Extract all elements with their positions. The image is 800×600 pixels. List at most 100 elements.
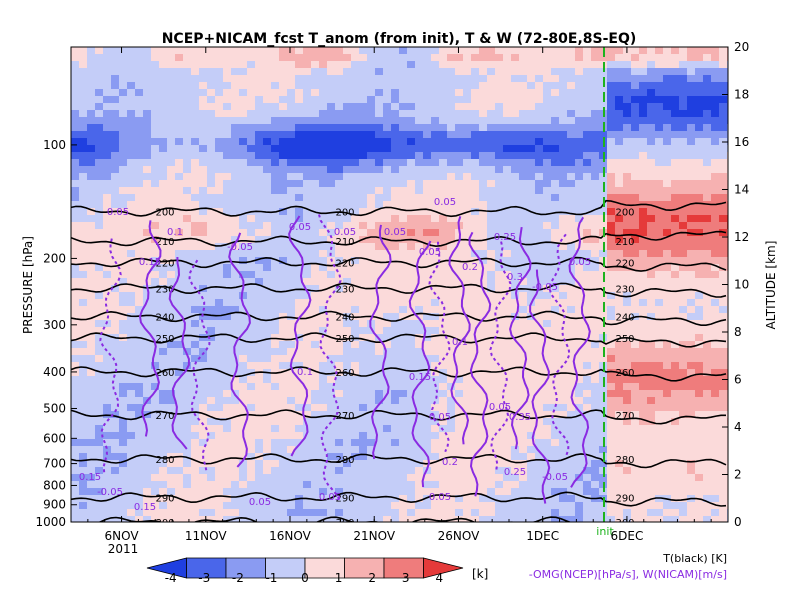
anomaly-cell	[583, 292, 592, 300]
anomaly-cell	[295, 257, 304, 265]
anomaly-cell	[119, 502, 128, 510]
anomaly-cell	[639, 404, 648, 412]
anomaly-cell	[383, 75, 392, 83]
anomaly-cell	[103, 397, 112, 405]
anomaly-cell	[79, 187, 88, 195]
anomaly-cell	[647, 383, 656, 391]
anomaly-cell	[359, 82, 368, 90]
anomaly-cell	[199, 173, 208, 181]
anomaly-cell	[319, 103, 328, 111]
anomaly-cell	[159, 250, 168, 258]
anomaly-cell	[407, 397, 416, 405]
anomaly-cell	[223, 166, 232, 174]
anomaly-cell	[431, 341, 440, 349]
anomaly-cell	[631, 89, 640, 97]
anomaly-cell	[567, 166, 576, 174]
anomaly-cell	[583, 47, 592, 55]
anomaly-cell	[423, 341, 432, 349]
anomaly-cell	[335, 383, 344, 391]
anomaly-cell	[639, 362, 648, 370]
anomaly-cell	[271, 110, 280, 118]
anomaly-cell	[87, 250, 96, 258]
anomaly-cell	[215, 509, 224, 517]
anomaly-cell	[463, 89, 472, 97]
anomaly-cell	[543, 138, 552, 146]
anomaly-cell	[343, 460, 352, 468]
anomaly-cell	[87, 61, 96, 69]
anomaly-cell	[535, 516, 544, 522]
anomaly-cell	[335, 152, 344, 160]
anomaly-cell	[327, 369, 336, 377]
anomaly-cell	[95, 446, 104, 454]
anomaly-cell	[367, 411, 376, 419]
anomaly-cell	[135, 187, 144, 195]
anomaly-cell	[407, 488, 416, 496]
anomaly-cell	[623, 194, 632, 202]
anomaly-cell	[551, 453, 560, 461]
anomaly-cell	[87, 201, 96, 209]
anomaly-cell	[87, 327, 96, 335]
anomaly-cell	[207, 236, 216, 244]
anomaly-cell	[207, 152, 216, 160]
anomaly-cell	[71, 432, 80, 440]
anomaly-cell	[335, 229, 344, 237]
anomaly-cell	[271, 348, 280, 356]
anomaly-cell	[351, 299, 360, 307]
anomaly-cell	[239, 495, 248, 503]
anomaly-cell	[543, 467, 552, 475]
anomaly-cell	[447, 376, 456, 384]
anomaly-cell	[255, 145, 264, 153]
anomaly-cell	[223, 82, 232, 90]
anomaly-cell	[87, 180, 96, 188]
anomaly-cell	[623, 306, 632, 314]
anomaly-cell	[223, 439, 232, 447]
anomaly-cell	[71, 488, 80, 496]
anomaly-cell	[183, 355, 192, 363]
anomaly-cell	[431, 467, 440, 475]
anomaly-cell	[295, 404, 304, 412]
anomaly-cell	[271, 285, 280, 293]
anomaly-cell	[111, 187, 120, 195]
anomaly-cell	[471, 390, 480, 398]
anomaly-cell	[623, 481, 632, 489]
anomaly-cell	[239, 68, 248, 76]
anomaly-cell	[127, 61, 136, 69]
anomaly-cell	[367, 117, 376, 125]
anomaly-cell	[167, 54, 176, 62]
anomaly-cell	[479, 47, 488, 55]
anomaly-cell	[479, 306, 488, 314]
anomaly-cell	[191, 516, 200, 522]
anomaly-cell	[551, 75, 560, 83]
anomaly-cell	[119, 243, 128, 251]
anomaly-cell	[319, 404, 328, 412]
anomaly-cell	[463, 362, 472, 370]
anomaly-cell	[215, 488, 224, 496]
anomaly-cell	[415, 320, 424, 328]
anomaly-cell	[383, 138, 392, 146]
anomaly-cell	[159, 481, 168, 489]
anomaly-cell	[343, 474, 352, 482]
anomaly-cell	[103, 285, 112, 293]
anomaly-cell	[487, 313, 496, 321]
anomaly-cell	[607, 103, 616, 111]
anomaly-cell	[215, 201, 224, 209]
anomaly-cell	[135, 502, 144, 510]
anomaly-cell	[487, 96, 496, 104]
anomaly-cell	[183, 271, 192, 279]
anomaly-cell	[167, 474, 176, 482]
anomaly-cell	[423, 446, 432, 454]
anomaly-cell	[303, 159, 312, 167]
anomaly-cell	[631, 516, 640, 522]
anomaly-cell	[455, 320, 464, 328]
anomaly-cell	[415, 124, 424, 132]
anomaly-cell	[175, 166, 184, 174]
anomaly-cell	[271, 411, 280, 419]
anomaly-cell	[223, 201, 232, 209]
anomaly-cell	[239, 208, 248, 216]
anomaly-cell	[391, 313, 400, 321]
anomaly-cell	[383, 509, 392, 517]
anomaly-cell	[359, 264, 368, 272]
anomaly-cell	[439, 334, 448, 342]
anomaly-cell	[615, 229, 624, 237]
anomaly-cell	[303, 82, 312, 90]
